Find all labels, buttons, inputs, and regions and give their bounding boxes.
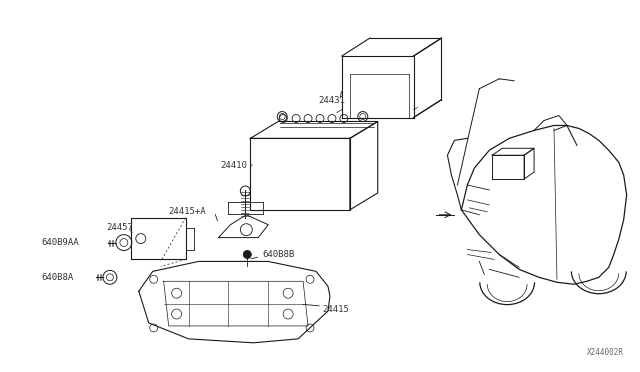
- Text: 24415: 24415: [322, 305, 349, 314]
- Text: 640B8B: 640B8B: [262, 250, 294, 259]
- Text: X244002R: X244002R: [587, 348, 623, 357]
- Text: 24415+A: 24415+A: [169, 207, 206, 216]
- Circle shape: [243, 250, 252, 259]
- Text: 640B8A: 640B8A: [41, 273, 74, 282]
- Text: 24431: 24431: [318, 96, 345, 105]
- Text: 24457: 24457: [106, 223, 133, 232]
- Text: 24410: 24410: [220, 161, 247, 170]
- Text: 640B9AA: 640B9AA: [41, 238, 79, 247]
